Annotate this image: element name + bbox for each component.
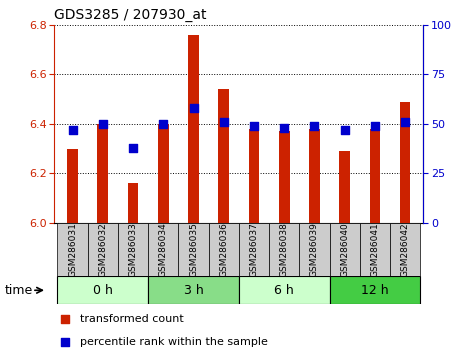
- Point: [220, 119, 228, 125]
- Bar: [57, 223, 88, 276]
- Point: [311, 123, 318, 129]
- Text: GSM286038: GSM286038: [280, 222, 289, 277]
- Point: [280, 125, 288, 131]
- Bar: [88, 223, 118, 276]
- Bar: [148, 276, 239, 304]
- Bar: [178, 223, 209, 276]
- Bar: [158, 124, 168, 223]
- Bar: [330, 276, 420, 304]
- Text: 3 h: 3 h: [184, 284, 203, 297]
- Bar: [249, 129, 259, 223]
- Bar: [279, 131, 289, 223]
- Point: [61, 339, 69, 344]
- Text: GSM286040: GSM286040: [340, 222, 349, 277]
- Bar: [340, 151, 350, 223]
- Text: GSM286039: GSM286039: [310, 222, 319, 277]
- Bar: [97, 124, 108, 223]
- Text: GSM286041: GSM286041: [370, 222, 379, 277]
- Text: GSM286033: GSM286033: [129, 222, 138, 277]
- Bar: [400, 102, 411, 223]
- Text: GSM286037: GSM286037: [249, 222, 258, 277]
- Point: [129, 145, 137, 150]
- Text: GDS3285 / 207930_at: GDS3285 / 207930_at: [54, 8, 207, 22]
- Text: GSM286031: GSM286031: [68, 222, 77, 277]
- Text: transformed count: transformed count: [80, 314, 184, 324]
- Text: GSM286036: GSM286036: [219, 222, 228, 277]
- Point: [69, 127, 76, 133]
- Text: 6 h: 6 h: [274, 284, 294, 297]
- Bar: [309, 129, 320, 223]
- Point: [159, 121, 167, 127]
- Text: 12 h: 12 h: [361, 284, 389, 297]
- Bar: [330, 223, 360, 276]
- Bar: [269, 223, 299, 276]
- Bar: [118, 223, 148, 276]
- Bar: [239, 276, 330, 304]
- Text: GSM286042: GSM286042: [401, 222, 410, 277]
- Bar: [128, 183, 138, 223]
- Bar: [370, 129, 380, 223]
- Text: GSM286035: GSM286035: [189, 222, 198, 277]
- Bar: [67, 149, 78, 223]
- Point: [341, 127, 349, 133]
- Point: [402, 119, 409, 125]
- Bar: [239, 223, 269, 276]
- Point: [190, 105, 197, 111]
- Text: GSM286032: GSM286032: [98, 222, 107, 277]
- Bar: [209, 223, 239, 276]
- Bar: [57, 276, 148, 304]
- Bar: [219, 89, 229, 223]
- Text: GSM286034: GSM286034: [159, 222, 168, 277]
- Text: 0 h: 0 h: [93, 284, 113, 297]
- Bar: [390, 223, 420, 276]
- Point: [99, 121, 106, 127]
- Bar: [188, 35, 199, 223]
- Text: percentile rank within the sample: percentile rank within the sample: [80, 337, 268, 347]
- Text: time: time: [5, 284, 33, 297]
- Point: [250, 123, 258, 129]
- Point: [371, 123, 379, 129]
- Bar: [148, 223, 178, 276]
- Point: [61, 316, 69, 322]
- Bar: [299, 223, 330, 276]
- Bar: [360, 223, 390, 276]
